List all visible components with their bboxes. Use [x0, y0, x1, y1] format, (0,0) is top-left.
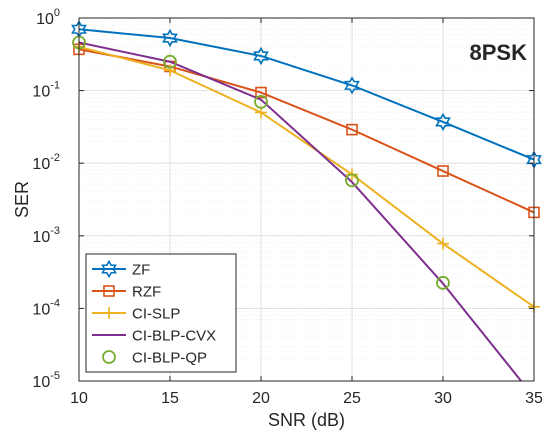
legend-entry-rzf: RZF	[92, 284, 161, 301]
x-tick-label: 25	[343, 390, 361, 407]
annotation-text: 8PSK	[470, 40, 528, 65]
data-point-rzf	[255, 86, 267, 99]
legend-marker-rzf	[103, 285, 115, 297]
y-tick-label: 10-1	[32, 80, 60, 101]
legend-label-ci-blp-cvx: CI-BLP-CVX	[132, 328, 216, 345]
data-point-zf	[344, 76, 360, 95]
ticks: 100 10-1 10-2 10-3 10-4 10-5 10 15 20 25 30 35	[32, 7, 543, 407]
y-tick-label: 10-2	[32, 152, 60, 173]
legend-label-zf: ZF	[132, 262, 150, 279]
data-point-ci-blp-qp	[254, 94, 268, 109]
legend-marker-ci-slp	[103, 307, 115, 319]
data-point-zf	[253, 46, 269, 66]
legend: ZF RZF CI-SLP CI-BLP-CVX CI-BLP-QP	[85, 253, 237, 373]
x-tick-label: 35	[525, 390, 543, 407]
y-tick-label: 10-3	[32, 225, 60, 246]
series-zf	[71, 20, 542, 169]
data-point-ci-slp	[164, 64, 176, 77]
series-line-rzf	[79, 48, 534, 214]
data-point-zf	[435, 112, 451, 132]
data-point-rzf	[437, 165, 449, 177]
series-layer	[71, 20, 542, 381]
legend-marker-zf	[101, 259, 117, 279]
series-line-ci-blp-cvx	[79, 41, 523, 381]
data-point-ci-blp-qp	[163, 54, 177, 69]
series-line-ci-slp	[79, 45, 534, 308]
x-axis-label: SNR (dB)	[268, 410, 345, 430]
y-tick-label: 100	[36, 7, 60, 28]
legend-label-ci-slp: CI-SLP	[132, 306, 180, 323]
legend-label-ci-blp-qp: CI-BLP-QP	[132, 350, 207, 367]
legend-marker-ci-blp-qp	[102, 350, 116, 364]
series-ci-blp-cvx	[79, 41, 523, 381]
legend-entry-ci-blp-cvx: CI-BLP-CVX	[92, 328, 216, 345]
plot-frame	[78, 17, 535, 382]
x-tick-label: 10	[70, 390, 88, 407]
legend-entry-ci-slp: CI-SLP	[92, 306, 180, 323]
x-tick-label: 15	[161, 390, 179, 407]
data-point-zf	[162, 28, 178, 48]
legend-label-rzf: RZF	[132, 284, 161, 301]
data-point-rzf	[346, 123, 358, 136]
data-point-ci-slp	[437, 237, 449, 250]
y-axis-label: SER	[12, 181, 32, 218]
x-tick-label: 30	[434, 390, 452, 407]
legend-entry-zf: ZF	[92, 259, 150, 279]
legend-entry-ci-blp-qp: CI-BLP-QP	[102, 350, 207, 367]
data-point-ci-blp-qp	[436, 275, 450, 290]
x-tick-label: 20	[252, 390, 270, 407]
y-tick-label: 10-5	[32, 370, 60, 391]
y-tick-label: 10-4	[32, 297, 60, 318]
series-line-zf	[79, 28, 534, 161]
data-point-ci-blp-qp	[345, 173, 359, 188]
